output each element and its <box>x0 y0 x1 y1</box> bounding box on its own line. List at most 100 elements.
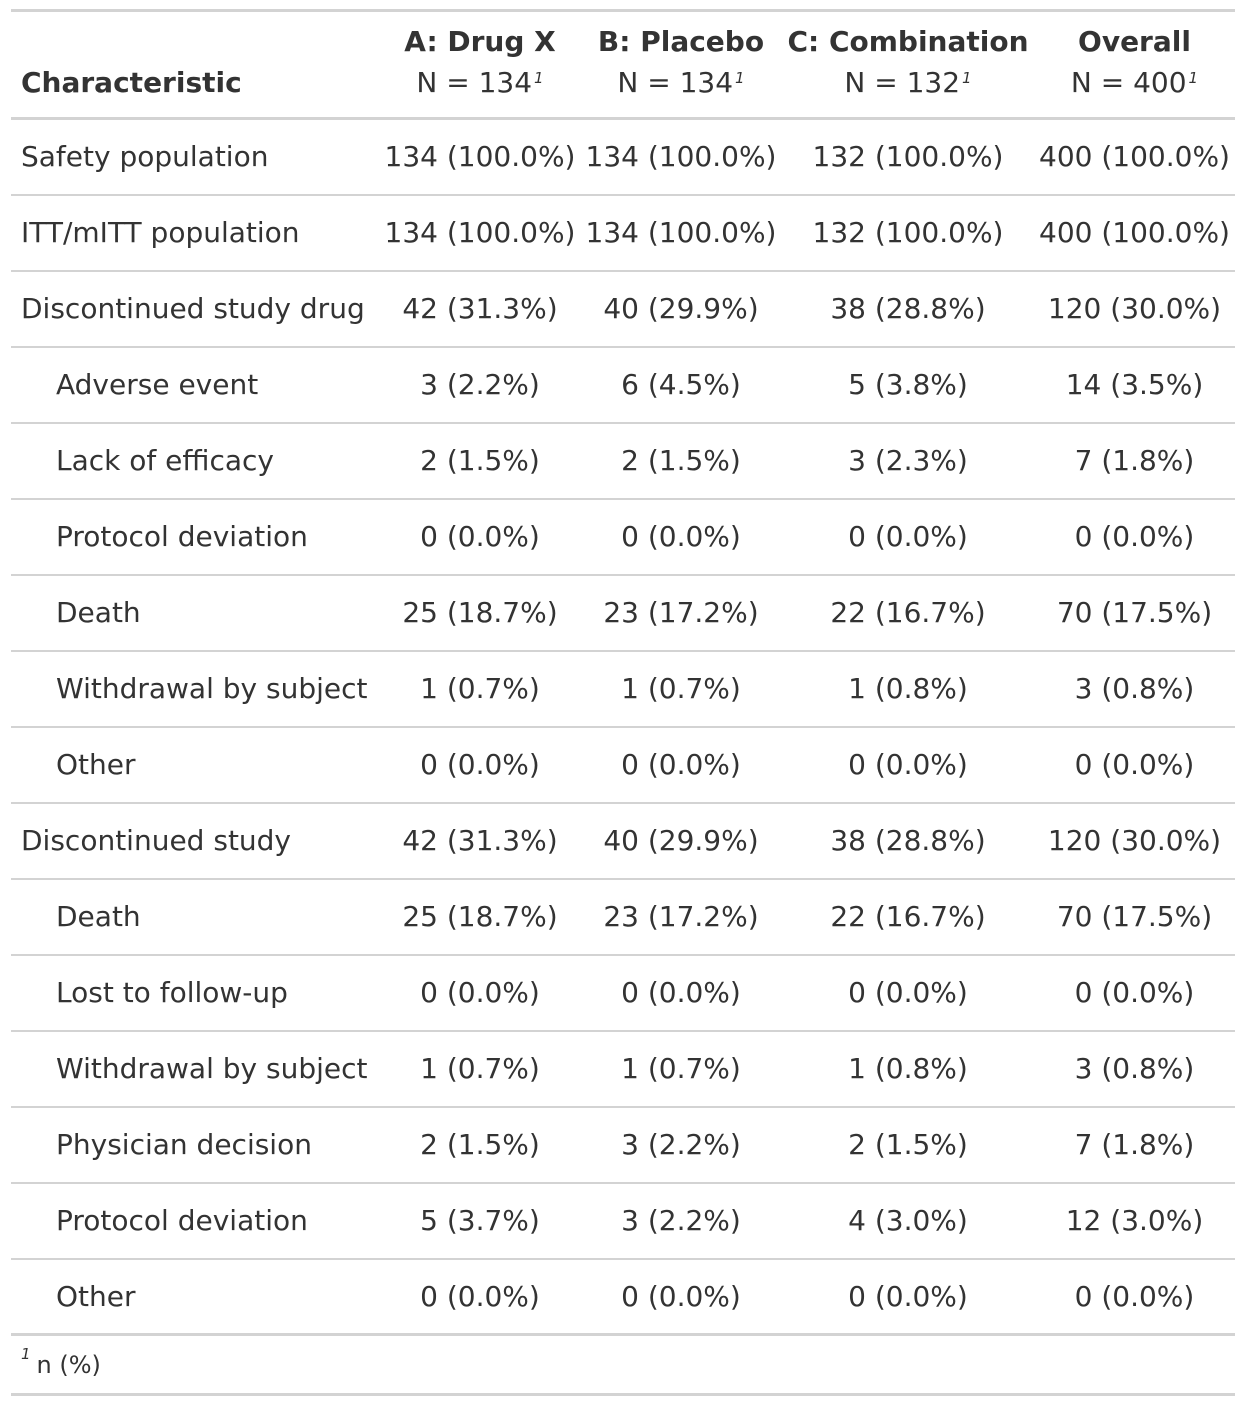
table-row: Physician decision 2 (1.5%) 3 (2.2%) 2 (1.5… <box>11 1106 1235 1184</box>
table-footer: 1 n (%) <box>11 1333 1235 1395</box>
cell-value: 134 (100.0%) <box>380 118 580 196</box>
cell-value: 120 (30.0%) <box>1034 270 1235 348</box>
table-row: Other 0 (0.0%) 0 (0.0%) 0 (0.0%) 0 (0.0%) <box>11 1259 1235 1335</box>
cell-value: 2 (1.5%) <box>380 422 580 500</box>
cell-value: 1 (0.8%) <box>782 1030 1034 1108</box>
arm-n: N = 132 <box>844 66 961 99</box>
cell-value: 0 (0.0%) <box>580 954 782 1032</box>
cell-value: 400 (100.0%) <box>1034 194 1235 272</box>
cell-value: 22 (16.7%) <box>782 878 1034 956</box>
row-sublabel: Adverse event <box>11 346 380 424</box>
footnote-text: n (%) <box>36 1350 101 1379</box>
cell-value: 1 (0.7%) <box>580 650 782 728</box>
table-header: Characteristic A: Drug X N = 134 1 B: Pla… <box>11 10 1235 120</box>
cell-value: 0 (0.0%) <box>1074 1279 1195 1313</box>
cell-value: 1 (0.7%) <box>380 650 580 728</box>
table-row: Lack of efficacy 2 (1.5%) 2 (1.5%) 3 (2.3%)… <box>11 422 1235 500</box>
row-sublabel: Death <box>11 878 380 956</box>
row-sublabel: Protocol deviation <box>11 1182 380 1260</box>
cell-value: 7 (1.8%) <box>1034 1106 1235 1184</box>
row-sublabel: Lack of efficacy <box>11 422 380 500</box>
arm-name: B: Placebo <box>597 25 765 58</box>
arm-header-overall: Overall N = 400 1 <box>1034 10 1235 120</box>
row-label: Discontinued study <box>11 802 380 880</box>
cell-value: 0 (0.0%) <box>1034 498 1235 576</box>
cell-value: 1 (0.7%) <box>380 1030 580 1108</box>
cell-value: 400 (100.0%) <box>1034 118 1235 196</box>
cell-value: 25 (18.7%) <box>380 574 580 652</box>
cell-value: 3 (2.3%) <box>782 422 1034 500</box>
cell-value: 23 (17.2%) <box>580 574 782 652</box>
cell-value: 0 (0.0%) <box>380 954 580 1032</box>
cell-value: 0 (0.0%) <box>1034 954 1235 1032</box>
row-sublabel: Physician decision <box>11 1106 380 1184</box>
cell-value: 132 (100.0%) <box>782 118 1034 196</box>
footnote: 1 n (%) <box>11 1333 1235 1395</box>
arm-header-drug-x: A: Drug X N = 134 1 <box>380 10 580 120</box>
footnote-mark: 1 <box>21 1344 31 1363</box>
table-row: Death 25 (18.7%) 23 (17.2%) 22 (16.7%) 70 (1… <box>11 878 1235 956</box>
cell-value: 132 (100.0%) <box>782 194 1034 272</box>
row-sublabel: Death <box>11 574 380 652</box>
footnote-mark: 1 <box>962 69 972 87</box>
row-label: Discontinued study drug <box>11 270 380 348</box>
row-sublabel: Protocol deviation <box>11 498 380 576</box>
table-row: Other 0 (0.0%) 0 (0.0%) 0 (0.0%) 0 (0.0%) <box>11 726 1235 804</box>
cell-value: 12 (3.0%) <box>1034 1182 1235 1260</box>
footnote-row: 1 n (%) <box>11 1333 1235 1395</box>
cell-value: 23 (17.2%) <box>580 878 782 956</box>
table-row: Withdrawal by subject 1 (0.7%) 1 (0.7%) 1 (… <box>11 1030 1235 1108</box>
table-row: Protocol deviation 0 (0.0%) 0 (0.0%) 0 (0.0… <box>11 498 1235 576</box>
header-row: Characteristic A: Drug X N = 134 1 B: Pla… <box>11 10 1235 120</box>
cell-value: 2 (1.5%) <box>782 1106 1034 1184</box>
arm-n: N = 400 <box>1070 66 1187 99</box>
cell-value: 38 (28.8%) <box>782 270 1034 348</box>
row-sublabel: Lost to follow-up <box>11 954 380 1032</box>
cell-value: 0 (0.0%) <box>580 726 782 804</box>
cell-value: 134 (100.0%) <box>380 194 580 272</box>
row-sublabel: Other <box>56 1279 136 1313</box>
cell-value: 0 (0.0%) <box>782 954 1034 1032</box>
cell-value: 2 (1.5%) <box>580 422 782 500</box>
table-row: Death 25 (18.7%) 23 (17.2%) 22 (16.7%) 70 (1… <box>11 574 1235 652</box>
cell-value: 70 (17.5%) <box>1034 878 1235 956</box>
cell-value: 3 (2.2%) <box>380 346 580 424</box>
cell-value: 22 (16.7%) <box>782 574 1034 652</box>
cell-value: 7 (1.8%) <box>1034 422 1235 500</box>
table-row: Withdrawal by subject 1 (0.7%) 1 (0.7%) 1 (… <box>11 650 1235 728</box>
arm-name: A: Drug X <box>404 25 556 58</box>
table-row: Protocol deviation 5 (3.7%) 3 (2.2%) 4 (3.0… <box>11 1182 1235 1260</box>
cell-value: 0 (0.0%) <box>380 498 580 576</box>
cell-value: 0 (0.0%) <box>380 726 580 804</box>
cell-value: 25 (18.7%) <box>380 878 580 956</box>
cell-value: 40 (29.9%) <box>580 270 782 348</box>
cell-value: 5 (3.7%) <box>380 1182 580 1260</box>
cell-value: 0 (0.0%) <box>782 498 1034 576</box>
cell-value: 0 (0.0%) <box>848 1279 968 1313</box>
cell-value: 3 (2.2%) <box>580 1106 782 1184</box>
cell-value: 14 (3.5%) <box>1034 346 1235 424</box>
cell-value: 6 (4.5%) <box>580 346 782 424</box>
arm-n: N = 134 <box>416 66 533 99</box>
cell-value: 4 (3.0%) <box>782 1182 1034 1260</box>
footnote-mark: 1 <box>735 69 745 87</box>
row-label: ITT/mITT population <box>11 194 380 272</box>
cell-value: 134 (100.0%) <box>580 118 782 196</box>
cell-value: 3 (0.8%) <box>1034 650 1235 728</box>
cell-value: 120 (30.0%) <box>1034 802 1235 880</box>
table-row: ITT/mITT population 134 (100.0%) 134 (100.… <box>11 194 1235 272</box>
table-row: Safety population 134 (100.0%) 134 (100.0%… <box>11 118 1235 196</box>
footnote-mark: 1 <box>534 69 544 87</box>
cell-value: 38 (28.8%) <box>782 802 1034 880</box>
cell-value: 1 (0.8%) <box>782 650 1034 728</box>
cell-value: 0 (0.0%) <box>1034 726 1235 804</box>
cell-value: 5 (3.8%) <box>782 346 1034 424</box>
arm-header-combination: C: Combination N = 132 1 <box>782 10 1034 120</box>
summary-table: Characteristic A: Drug X N = 134 1 B: Pla… <box>11 9 1235 1396</box>
row-label: Safety population <box>11 118 380 196</box>
cell-value: 42 (31.3%) <box>380 270 580 348</box>
row-sublabel: Other <box>11 726 380 804</box>
arm-header-placebo: B: Placebo N = 134 1 <box>580 10 782 120</box>
row-sublabel: Withdrawal by subject <box>11 1030 380 1108</box>
summary-table-container: Characteristic A: Drug X N = 134 1 B: Pla… <box>11 9 1235 1396</box>
